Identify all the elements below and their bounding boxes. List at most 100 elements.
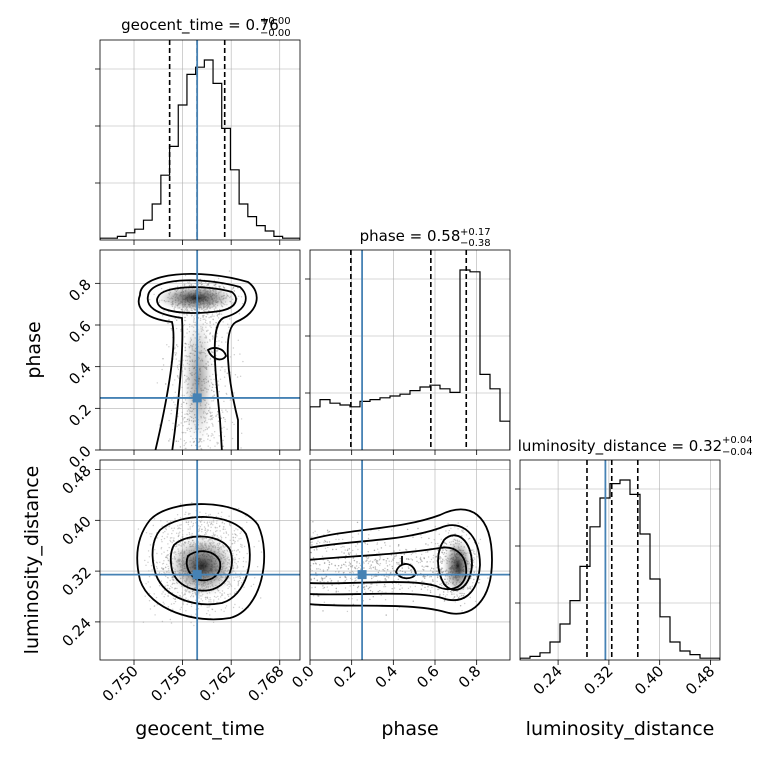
sample-point (199, 525, 202, 528)
sample-point (215, 415, 217, 417)
sample-point (384, 544, 387, 546)
sample-point (185, 511, 187, 513)
sample-point (466, 525, 468, 528)
sample-point (328, 563, 331, 566)
sample-point (226, 411, 228, 413)
sample-point (175, 407, 177, 409)
sample-point (319, 568, 321, 571)
sample-point (204, 527, 207, 530)
sample-point (429, 561, 431, 563)
sample-point (331, 563, 333, 565)
sample-point (367, 537, 370, 540)
y-tick-label: 0.48 (58, 462, 94, 498)
sample-point (437, 542, 439, 545)
sample-point (421, 565, 423, 567)
sample-point (476, 556, 478, 558)
sample-point (344, 587, 347, 589)
sample-point (238, 551, 241, 553)
sample-point (223, 376, 226, 378)
sample-point (379, 590, 381, 592)
sample-point (171, 537, 173, 539)
sample-point (385, 579, 387, 581)
sample-point (233, 290, 235, 292)
sample-point (360, 568, 362, 570)
sample-point (182, 425, 184, 427)
sample-point (232, 347, 235, 349)
sample-point (374, 566, 376, 568)
sample-point (461, 534, 463, 537)
sample-point (238, 606, 240, 608)
sample-point (225, 409, 227, 411)
sample-point (214, 431, 216, 433)
sample-point (160, 287, 163, 290)
sample-point (194, 282, 196, 285)
sample-point (236, 376, 239, 378)
sample-point (335, 587, 337, 590)
sample-point (356, 521, 359, 524)
sample-point (379, 557, 381, 559)
sample-point (218, 390, 220, 393)
sample-point (190, 521, 193, 523)
x-tick-label: 0.4 (372, 662, 402, 692)
sample-point (379, 555, 381, 558)
sample-point (240, 545, 242, 547)
sample-point (369, 598, 371, 601)
sample-point (342, 538, 344, 541)
sample-point (221, 593, 223, 595)
sample-point (478, 582, 480, 584)
sample-point (389, 564, 391, 566)
sample-point (353, 559, 356, 562)
sample-point (212, 621, 215, 623)
sample-point (487, 577, 489, 579)
sample-point (165, 383, 167, 385)
sample-point (176, 375, 179, 377)
sample-point (380, 594, 382, 596)
sample-point (187, 521, 189, 524)
sample-point (345, 565, 347, 567)
sample-point (147, 561, 149, 563)
sample-point (223, 435, 226, 438)
sample-point (362, 561, 365, 563)
sample-point (383, 570, 385, 572)
sample-point (323, 541, 325, 543)
contour-inner (169, 535, 233, 592)
sample-point (200, 605, 202, 607)
sample-point (189, 526, 191, 528)
sample-point (385, 614, 387, 616)
sample-point (232, 287, 235, 289)
sample-point (237, 581, 239, 583)
sample-point (252, 583, 255, 586)
sample-point (235, 528, 237, 530)
sample-point (428, 576, 431, 578)
sample-point (220, 313, 223, 315)
sample-point (344, 549, 346, 551)
sample-point (325, 575, 328, 578)
sample-point (233, 354, 235, 356)
sample-point (330, 581, 332, 583)
sample-point (359, 564, 362, 567)
sample-point (151, 533, 153, 535)
density-geocent-time-phase (142, 270, 244, 450)
sample-point (389, 572, 392, 574)
sample-point (237, 529, 239, 531)
sample-point (245, 515, 247, 517)
sample-point (429, 590, 432, 592)
sample-point (318, 568, 320, 570)
sample-point (182, 529, 184, 532)
sample-point (429, 591, 432, 594)
sample-point (239, 575, 241, 578)
sample-point (154, 605, 156, 607)
sample-point (228, 326, 230, 328)
sample-point (164, 593, 166, 595)
sample-point (236, 554, 238, 556)
sample-point (207, 438, 209, 440)
sample-point (174, 598, 176, 600)
sample-point (161, 541, 163, 543)
sample-point (227, 323, 229, 325)
sample-point (162, 315, 164, 317)
sample-point (219, 525, 221, 527)
sample-point (163, 551, 165, 553)
sample-point (465, 534, 468, 536)
sample-point (212, 524, 214, 526)
sample-point (238, 579, 241, 582)
